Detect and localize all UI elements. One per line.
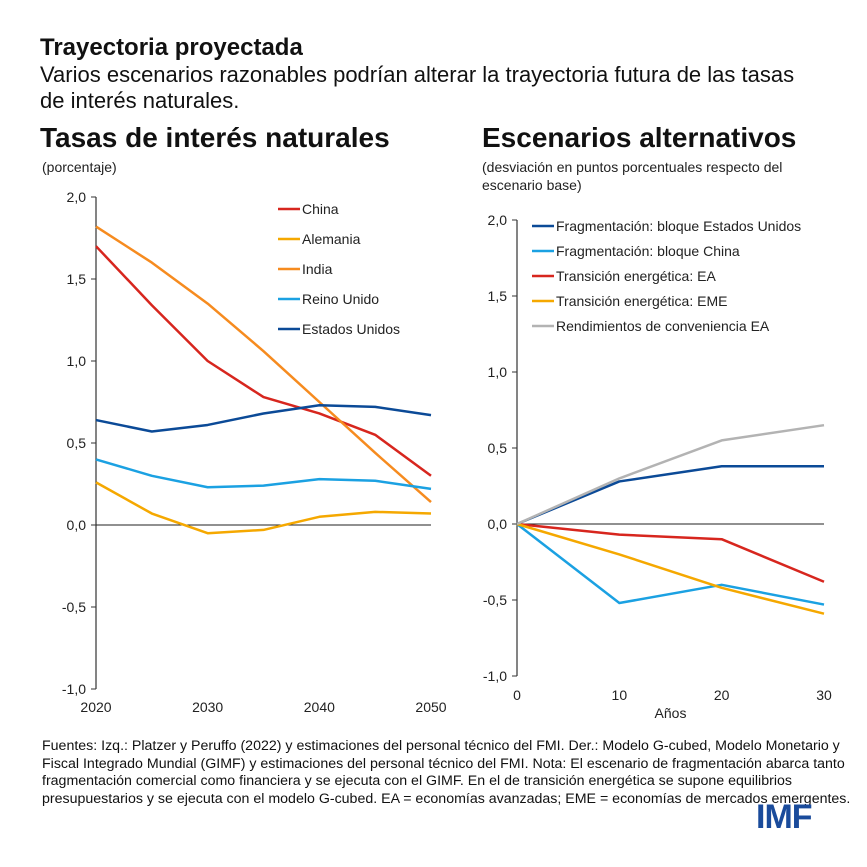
y-tick-label: 0,0: [488, 516, 508, 532]
legend-label: Fragmentación: bloque Estados Unidos: [556, 218, 801, 234]
legend-label: Transición energética: EA: [556, 268, 716, 284]
x-axis-label: Años: [655, 705, 687, 721]
right-chart-title: Escenarios alternativos: [482, 122, 797, 153]
series-line-fragmentaci-n-bloque-estados-unidos: [516, 464, 824, 526]
legend-label: Estados Unidos: [302, 321, 400, 337]
y-tick-label: 1,5: [67, 271, 87, 287]
series-line-india: [95, 225, 432, 503]
imf-logo: IMF: [756, 798, 813, 836]
y-tick-label: 0,0: [67, 517, 87, 533]
legend-label: Alemania: [302, 231, 361, 247]
y-tick-label: -0,5: [483, 592, 507, 608]
y-tick-label: 2,0: [488, 212, 508, 228]
legend-label: China: [302, 201, 339, 217]
series-line-fragmentaci-n-bloque-china: [516, 523, 825, 606]
y-tick-label: -0,5: [62, 599, 86, 615]
left-chart-unit: (porcentaje): [42, 159, 117, 175]
y-tick-label: 2,0: [67, 189, 87, 205]
series-line-alemania: [95, 481, 432, 535]
series-line-transici-n-energ-tica-ea: [516, 522, 825, 583]
y-tick-label: 1,0: [488, 364, 508, 380]
source-notes: Fuentes: Izq.: Platzer y Peruffo (2022) …: [42, 738, 851, 807]
y-tick-label: -1,0: [62, 681, 86, 697]
x-tick-label: 10: [612, 687, 628, 703]
y-tick-label: -1,0: [483, 668, 507, 684]
x-tick-label: 2030: [192, 699, 223, 715]
y-tick-label: 0,5: [67, 435, 87, 451]
series-line-reino-unido: [95, 458, 432, 491]
x-tick-label: 2050: [415, 699, 446, 715]
legend-label: Transición energética: EME: [556, 293, 727, 309]
y-tick-label: 1,5: [488, 288, 508, 304]
series-line-china: [95, 245, 432, 477]
y-tick-label: 1,0: [67, 353, 87, 369]
y-tick-label: 0,5: [488, 440, 508, 456]
series-line-transici-n-energ-tica-eme: [516, 522, 825, 615]
x-tick-label: 2040: [304, 699, 335, 715]
legend-label: Fragmentación: bloque China: [556, 243, 740, 259]
legend-label: Rendimientos de conveniencia EA: [556, 318, 770, 334]
x-tick-label: 0: [513, 687, 521, 703]
series-line-estados-unidos: [95, 404, 432, 433]
legend-label: Reino Unido: [302, 291, 379, 307]
x-tick-label: 20: [714, 687, 730, 703]
right-chart-unit: (desviación en puntos porcentuales respe…: [482, 159, 783, 193]
legend-label: India: [302, 261, 333, 277]
figure-title: Trayectoria proyectada: [40, 34, 303, 61]
x-tick-label: 30: [816, 687, 832, 703]
x-tick-label: 2020: [80, 699, 111, 715]
left-chart-title: Tasas de interés naturales: [40, 122, 390, 153]
figure-subtitle: Varios escenarios razonables podrían alt…: [40, 62, 795, 113]
series-line-rendimientos-de-conveniencia-ea: [516, 423, 825, 526]
